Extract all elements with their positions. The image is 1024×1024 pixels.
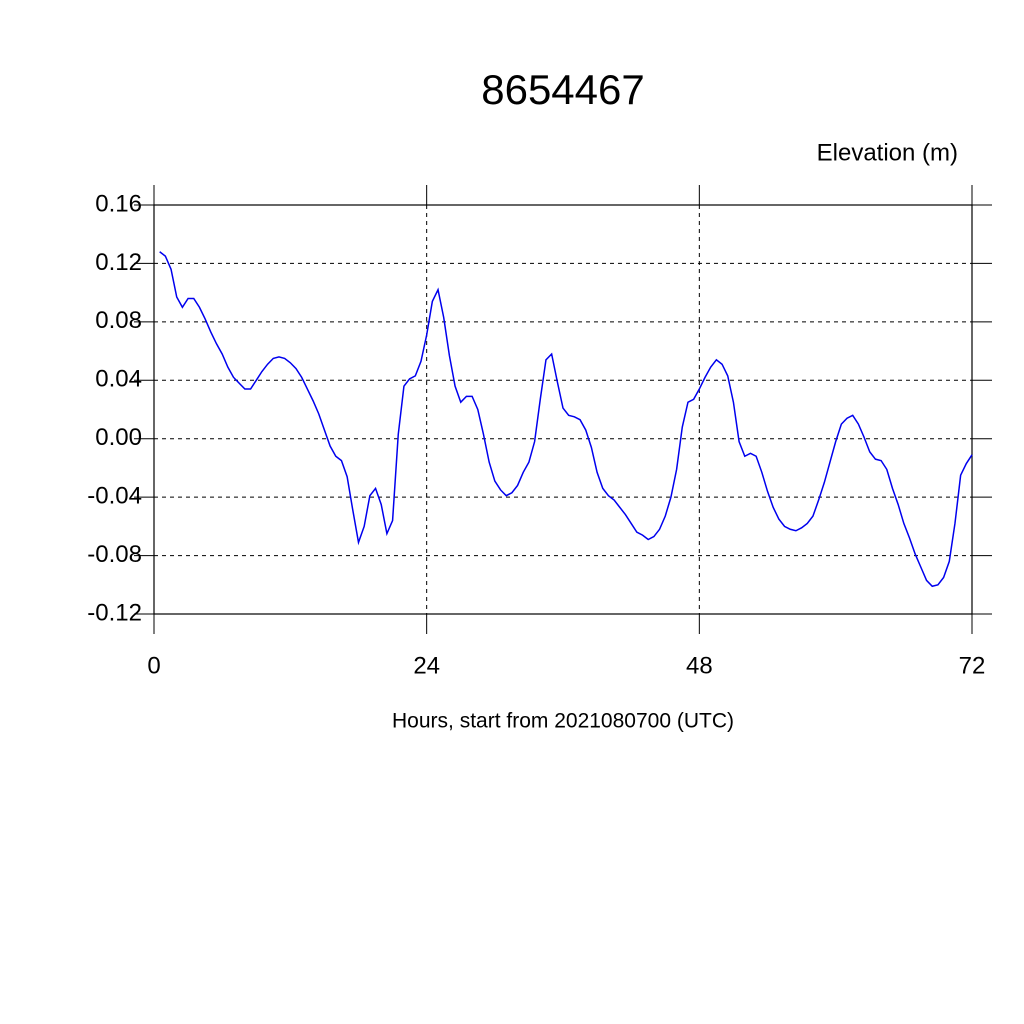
y-tick-label: 0.08 (95, 307, 142, 334)
y-tick-label: 0.00 (95, 424, 142, 451)
x-tick-label: 48 (686, 652, 713, 679)
y-tick-label: 0.04 (95, 366, 142, 393)
y-tick-label: 0.12 (95, 249, 142, 276)
data-line (159, 251, 973, 588)
chart-title: 8654467 (481, 66, 645, 113)
x-tick-label: 72 (959, 652, 986, 679)
y-tick-label: 0.16 (95, 190, 142, 217)
x-axis-label: Hours, start from 2021080700 (UTC) (392, 710, 734, 733)
x-tick-label: 0 (147, 652, 160, 679)
y-tick-label: -0.12 (87, 599, 142, 626)
y-tick-label: -0.08 (87, 541, 142, 568)
x-tick-label: 24 (413, 652, 440, 679)
plot-frame (153, 204, 973, 615)
y-axis-label: Elevation (m) (817, 139, 958, 166)
y-tick-label: -0.04 (87, 482, 142, 509)
